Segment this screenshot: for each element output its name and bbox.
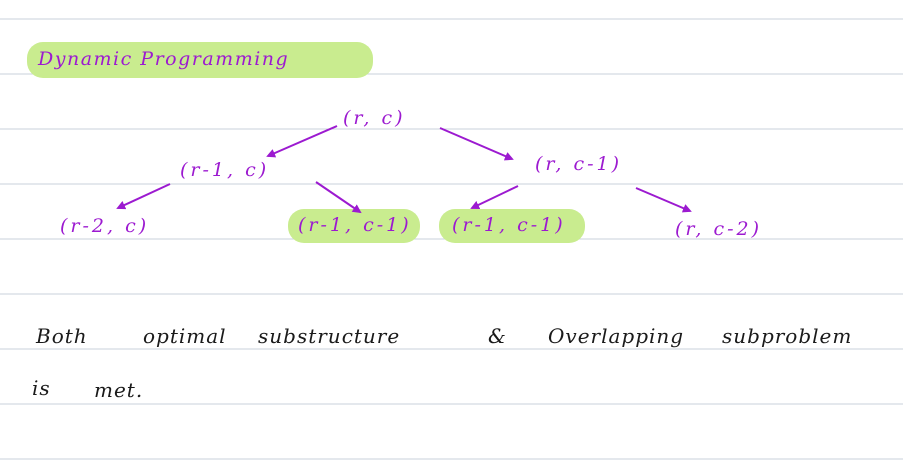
tree-node-left: (r-1, c) bbox=[180, 159, 270, 181]
arrow-left-to-left-right bbox=[315, 181, 362, 214]
note-word-subproblem: subproblem bbox=[722, 324, 853, 348]
note-word-is: is bbox=[32, 376, 51, 400]
tree-node-right-right: (r, c-2) bbox=[675, 218, 763, 240]
node-highlight-right bbox=[439, 209, 585, 243]
arrow-right-to-right-left bbox=[470, 185, 519, 210]
tree-node-right: (r, c-1) bbox=[535, 153, 623, 175]
note-word-both: Both bbox=[36, 324, 88, 348]
note-word-optimal: optimal bbox=[143, 324, 227, 348]
tree-node-left-right: (r-1, c-1) bbox=[298, 214, 412, 236]
note-word-overlapping: Overlapping bbox=[548, 324, 685, 348]
note-word-met: met. bbox=[94, 378, 144, 402]
tree-node-right-left: (r-1, c-1) bbox=[452, 214, 566, 236]
page-title: Dynamic Programming bbox=[38, 48, 290, 70]
tree-node-root: (r, c) bbox=[343, 107, 406, 129]
note-word-ampersand: & bbox=[488, 324, 507, 348]
arrow-root-to-right bbox=[439, 127, 514, 161]
title-highlight bbox=[27, 42, 373, 78]
arrow-left-to-left-left bbox=[116, 183, 171, 210]
arrow-right-to-right-right bbox=[635, 187, 692, 213]
arrow-root-to-left bbox=[266, 125, 338, 158]
node-highlight-left bbox=[288, 209, 420, 243]
tree-node-left-left: (r-2, c) bbox=[60, 215, 150, 237]
note-word-substructure: substructure bbox=[258, 324, 401, 348]
